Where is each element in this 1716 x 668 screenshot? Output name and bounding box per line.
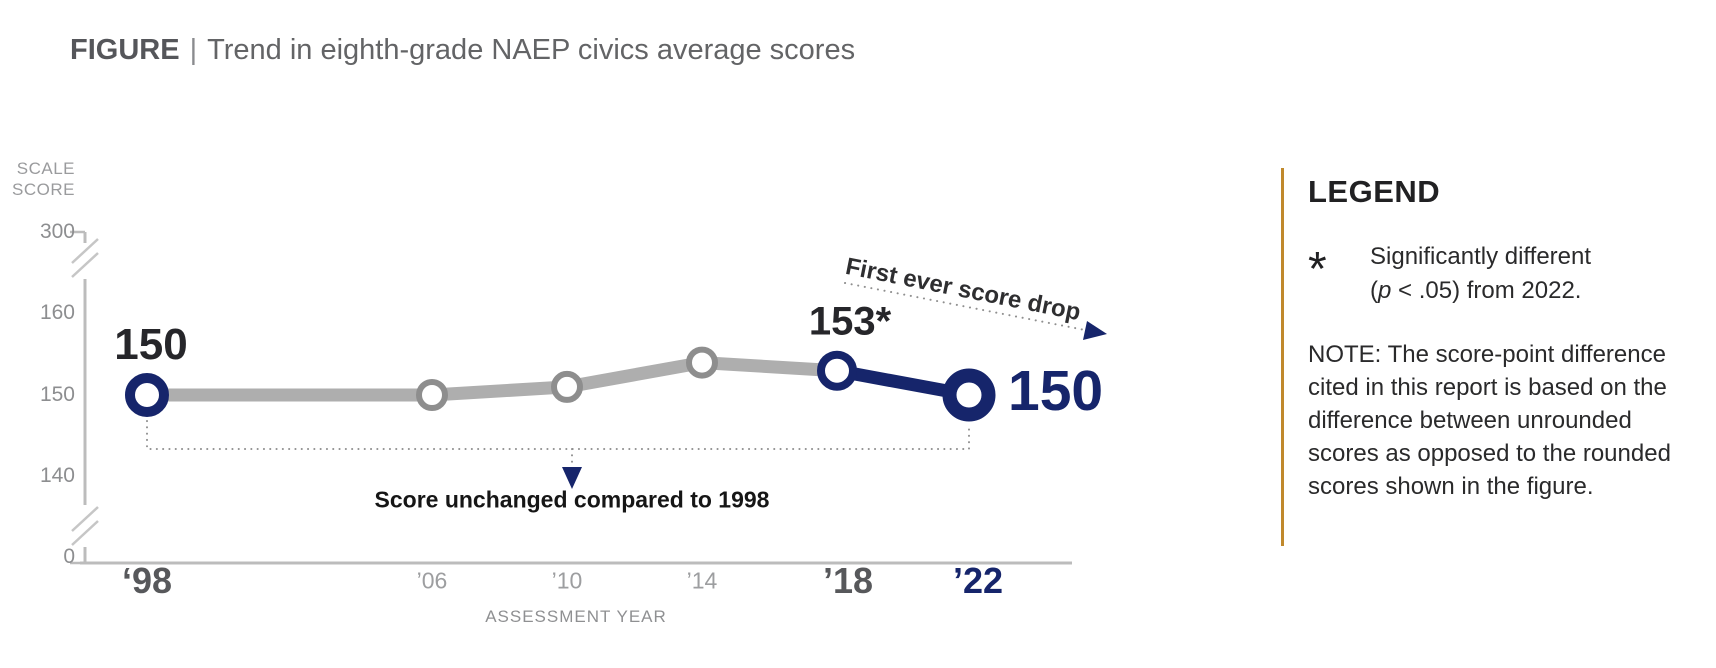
asterisk-symbol: * (1308, 243, 1327, 296)
comparison-bracket-dotted (146, 420, 970, 450)
y-tick-label-300: 300 (39, 220, 75, 243)
figure-title: FIGURE | Trend in eighth-grade NAEP civics… (70, 34, 855, 67)
y-axis-break-bottom (71, 506, 99, 546)
x-tick-label-2006: ’06 (416, 567, 448, 594)
y-axis-label: SCALE SCORE (12, 158, 75, 200)
y-axis-label-line2: SCORE (12, 180, 75, 199)
x-tick-label-2014: ’14 (686, 567, 718, 594)
axis-break-gap-bottom (80, 505, 90, 547)
y-tick-label-150: 150 (39, 383, 75, 406)
legend-sig-p: p (1378, 277, 1392, 304)
x-tick-label-2018: ’18 (822, 560, 874, 601)
legend-sig-open: ( (1370, 277, 1378, 304)
legend-heading: LEGEND (1308, 174, 1441, 209)
x-tick-label-2010: ’10 (551, 567, 583, 594)
down-arrowhead (562, 467, 582, 489)
annotation-score-unchanged: Score unchanged compared to 1998 (374, 486, 770, 513)
axis-break-gap-top (80, 243, 90, 279)
score-drop-arrow-line (844, 282, 1086, 331)
trend-line-gray (147, 356, 838, 402)
data-point-1998 (125, 373, 169, 417)
right-arrowhead (1083, 321, 1107, 340)
legend-item-significance: * Significantly different (p < .05) from… (1308, 240, 1711, 308)
y-tick-label-160: 160 (39, 301, 75, 324)
data-label-2022: 150 (1008, 359, 1104, 423)
data-point-2022 (942, 368, 996, 422)
data-label-2018: 153* (808, 299, 892, 344)
x-tick-label-1998: ‘98 (121, 560, 173, 601)
data-point-2010 (551, 370, 583, 403)
legend-item-text: Significantly different (p < .05) from 2… (1370, 240, 1591, 308)
legend-sig-rest: < .05) from 2022. (1391, 277, 1582, 304)
legend-note: NOTE: The score-point difference cited i… (1308, 341, 1671, 500)
figure-title-prefix: FIGURE (70, 34, 180, 66)
x-axis-label: ASSESSMENT YEAR (485, 607, 667, 626)
y-tick-label-0: 0 (63, 545, 75, 568)
figure-title-separator: | (189, 34, 198, 66)
data-point-2006 (416, 379, 448, 411)
x-tick-label-2022: ’22 (952, 560, 1004, 601)
figure-title-text: Trend in eighth-grade NAEP civics averag… (207, 34, 856, 66)
legend-panel: LEGEND * Significantly different (p < .0… (1281, 168, 1711, 546)
y-axis-label-line1: SCALE (16, 159, 75, 178)
data-label-1998: 150 (114, 320, 188, 369)
data-point-2014 (686, 346, 718, 379)
legend-sig-line1: Significantly different (1370, 243, 1592, 270)
data-point-2018 (817, 350, 857, 391)
y-tick-label-140: 140 (39, 464, 75, 487)
y-axis-break-top (71, 238, 99, 278)
